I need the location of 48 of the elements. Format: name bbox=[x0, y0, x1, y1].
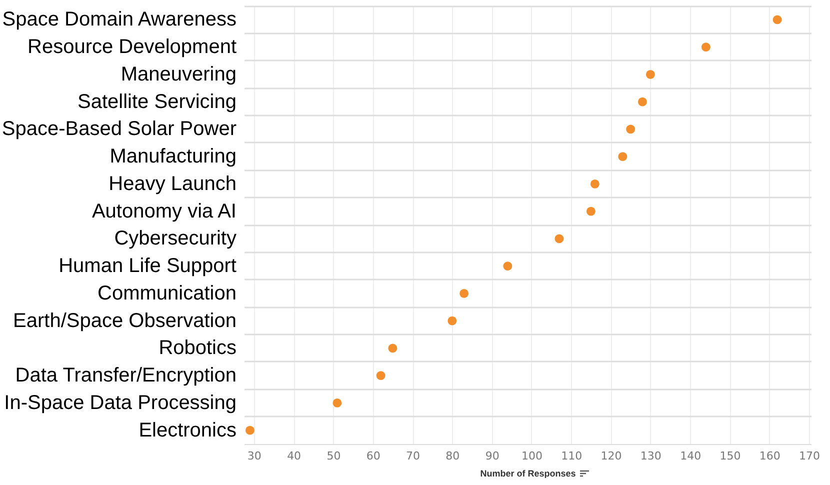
x-axis-title: Number of Responses bbox=[480, 468, 576, 478]
x-tick-label: 170 bbox=[799, 450, 820, 462]
y-tick-label: Cybersecurity bbox=[114, 228, 236, 250]
x-tick-label: 160 bbox=[759, 450, 780, 462]
point bbox=[460, 288, 469, 298]
point bbox=[586, 206, 596, 216]
point bbox=[245, 426, 254, 435]
point bbox=[618, 152, 628, 162]
point bbox=[388, 344, 398, 353]
y-tick-label: Satellite Servicing bbox=[78, 90, 236, 113]
x-tick-label: 100 bbox=[521, 450, 542, 462]
y-tick-label: Robotics bbox=[158, 337, 236, 360]
y-tick-label: Resource Development bbox=[28, 36, 237, 58]
y-tick-label: Manufacturing bbox=[110, 146, 236, 168]
point bbox=[701, 42, 710, 52]
y-tick-label: Earth/Space Observation bbox=[13, 310, 236, 332]
point bbox=[590, 179, 600, 188]
y-tick-label: Heavy Launch bbox=[108, 172, 236, 195]
x-tick-label: 130 bbox=[640, 450, 662, 462]
point bbox=[503, 262, 512, 271]
x-tick-label: 80 bbox=[446, 450, 460, 462]
x-tick-label: 50 bbox=[326, 450, 341, 462]
y-tick-label: Space Domain Awareness bbox=[2, 8, 236, 31]
point bbox=[626, 124, 636, 134]
point bbox=[376, 371, 386, 380]
point bbox=[772, 15, 782, 24]
x-tick-label: 60 bbox=[366, 450, 380, 462]
y-tick-label: Maneuvering bbox=[120, 63, 236, 86]
x-tick-label: 140 bbox=[680, 450, 702, 462]
x-tick-label: 120 bbox=[600, 450, 622, 462]
y-tick-label: Data Transfer/Encryption bbox=[15, 364, 236, 387]
x-tick-label: 70 bbox=[406, 450, 420, 462]
x-tick-label: 110 bbox=[561, 450, 582, 462]
point bbox=[638, 97, 647, 106]
point bbox=[448, 316, 457, 326]
point bbox=[646, 70, 655, 79]
x-tick-label: 30 bbox=[247, 450, 262, 462]
y-tick-label: In-Space Data Processing bbox=[4, 392, 236, 414]
y-tick-label: Space-Based Solar Power bbox=[2, 118, 237, 140]
x-tick-label: 40 bbox=[287, 450, 302, 462]
point bbox=[554, 234, 564, 244]
x-tick-label: 90 bbox=[485, 450, 500, 462]
x-tick-label: 150 bbox=[720, 450, 741, 462]
point bbox=[332, 398, 342, 408]
y-tick-label: Human Life Support bbox=[58, 255, 237, 278]
y-tick-label: Autonomy via AI bbox=[92, 200, 236, 222]
y-tick-label: Communication bbox=[98, 282, 236, 304]
y-tick-label: Electronics bbox=[138, 419, 236, 442]
